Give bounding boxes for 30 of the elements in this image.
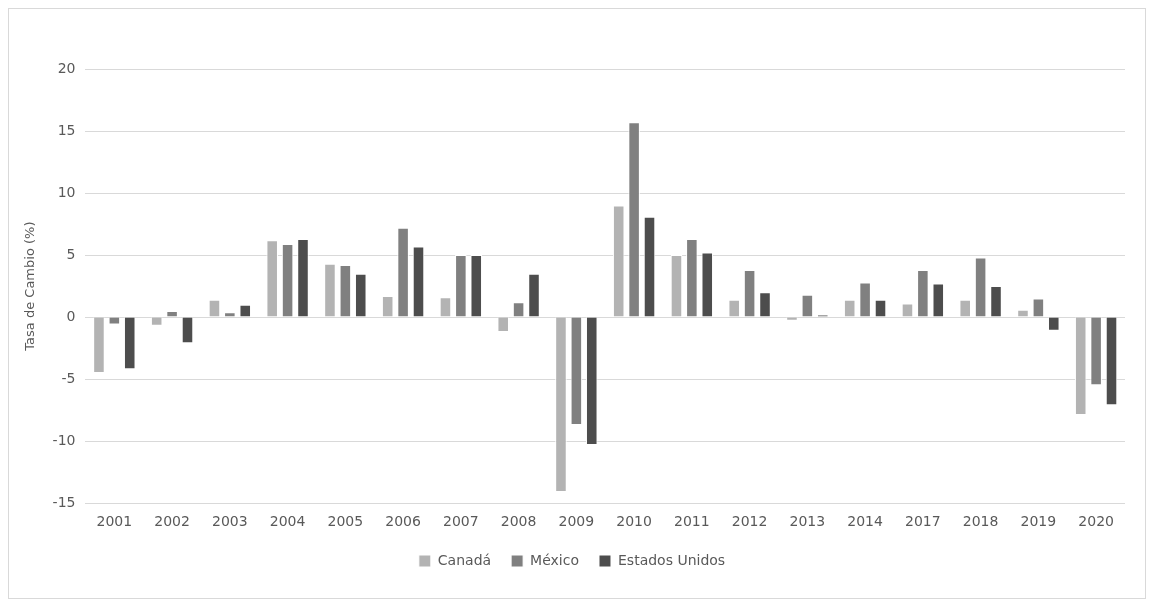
x-tick-label: 2018 [962, 513, 999, 530]
legend-label: Canadá [437, 551, 492, 568]
y-tick-label: 10 [57, 183, 76, 200]
x-tick-label: 2010 [616, 513, 652, 530]
y-tick-label: 0 [66, 307, 76, 324]
x-tick-label: 2009 [558, 513, 595, 530]
x-tick-label: 2004 [269, 513, 306, 530]
y-tick-label: 15 [57, 121, 76, 138]
y-axis-title: Tasa de Cambio (%) [22, 221, 38, 352]
x-tick-label: 2012 [731, 513, 768, 530]
x-tick-label: 2007 [443, 513, 479, 530]
x-tick-label: 2002 [154, 513, 190, 530]
x-tick-label: 2003 [212, 513, 248, 530]
legend-label: Estados Unidos [618, 551, 726, 568]
x-tick-label: 2006 [385, 513, 421, 530]
x-tick-label: 2011 [674, 513, 710, 530]
x-tick-label: 2014 [847, 513, 884, 530]
y-tick-label: -15 [52, 493, 76, 510]
x-tick-label: 2001 [96, 513, 133, 530]
x-tick-label: 2008 [500, 513, 537, 530]
y-tick-label: -10 [52, 431, 76, 448]
x-tick-label: 2019 [1020, 513, 1057, 530]
x-tick-label: 2020 [1078, 513, 1114, 530]
x-tick-label: 2017 [905, 513, 941, 530]
y-tick-label: 20 [57, 59, 76, 76]
legend-label: México [530, 551, 579, 568]
y-tick-label: 5 [66, 245, 76, 262]
y-tick-label: -5 [61, 369, 76, 386]
x-tick-label: 2005 [327, 513, 364, 530]
x-tick-label: 2013 [789, 513, 826, 530]
